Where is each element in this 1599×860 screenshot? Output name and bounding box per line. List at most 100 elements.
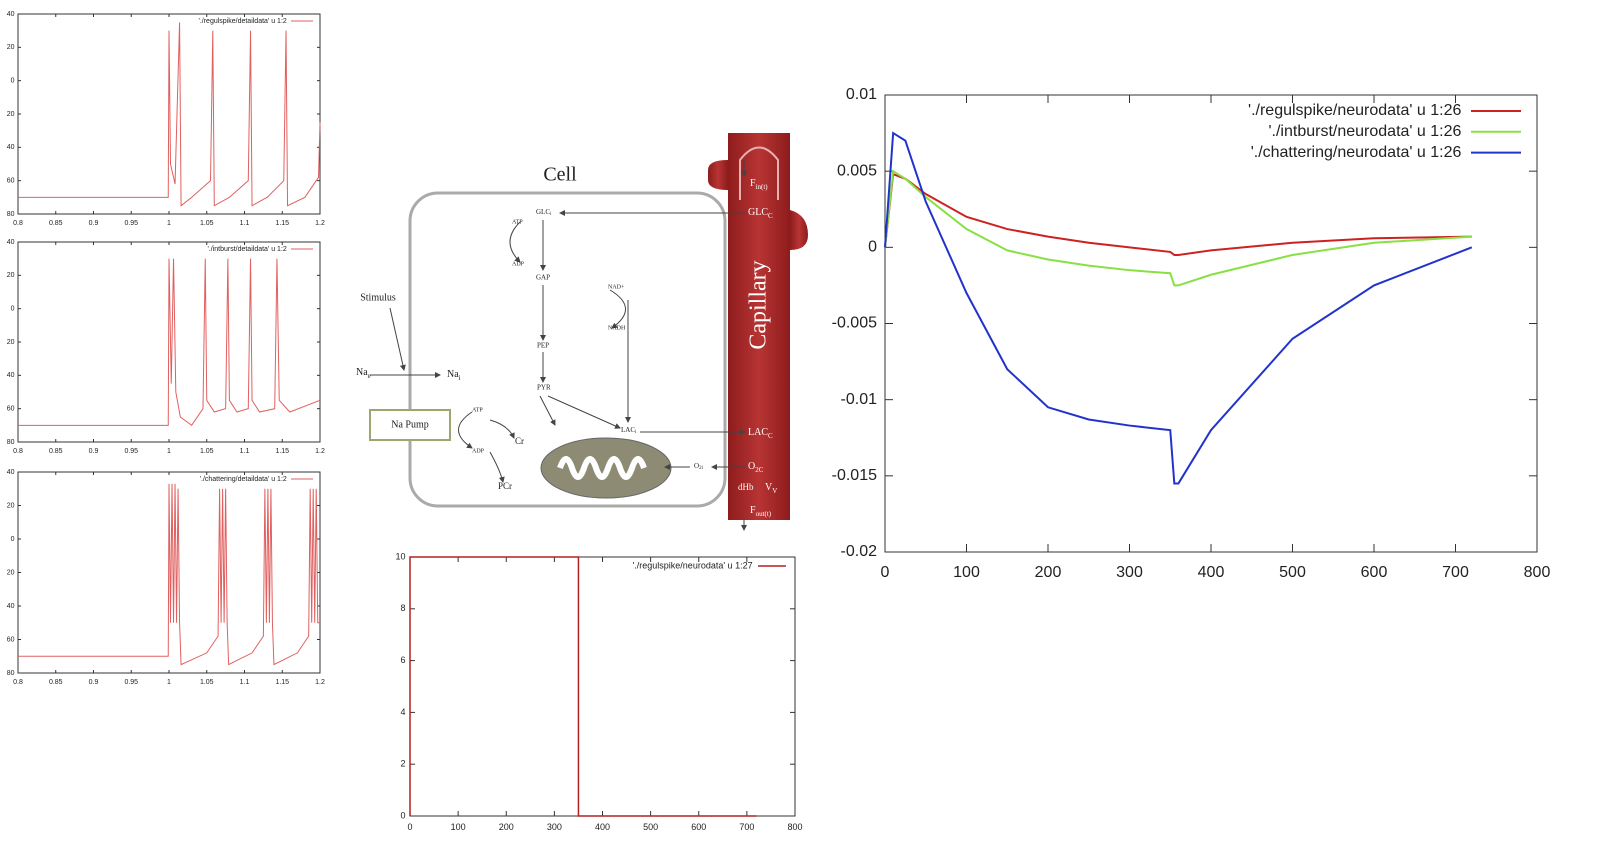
y-tick-label: 0: [11, 536, 15, 543]
capillary-label: Capillary: [746, 260, 772, 349]
diagram-label: LACC: [748, 427, 773, 439]
y-tick-label: -0.02: [841, 543, 878, 560]
y-tick-label: 60: [7, 406, 15, 413]
y-tick-label: 60: [7, 636, 15, 643]
label-sub: 2C: [755, 466, 764, 474]
y-tick-label: 8: [400, 603, 405, 613]
cell-title: Cell: [543, 164, 577, 186]
diagram-label: Fin(t): [750, 178, 768, 190]
y-tick-label: 60: [7, 178, 15, 185]
y-tick-label: 80: [7, 439, 15, 446]
label-sub: e: [368, 372, 371, 380]
label-sub: in(t): [756, 183, 769, 191]
y-tick-label: 0: [11, 306, 15, 313]
y-tick-label: 40: [7, 372, 15, 379]
label-text: LAC: [621, 426, 635, 434]
diagram-label: PYR: [537, 384, 551, 392]
diagram-label: VV: [765, 482, 777, 494]
x-tick-label: 0: [407, 822, 412, 832]
na-pump-label: Na Pump: [391, 419, 429, 430]
y-tick-label: 0: [400, 810, 405, 820]
x-tick-label: 0.9: [89, 448, 99, 455]
diagram-label: GAP: [536, 274, 550, 282]
x-tick-label: 200: [1035, 564, 1062, 581]
data-line: [18, 483, 320, 666]
diagram-label: ADP: [472, 448, 485, 454]
x-tick-label: 0.85: [49, 220, 63, 227]
legend-label: './chattering/neurodata' u 1:26: [1251, 144, 1462, 161]
x-tick-label: 0: [881, 564, 890, 581]
legend-label: './regulspike/detaildata' u 1:2: [199, 18, 287, 25]
label-text: F: [750, 505, 756, 516]
label-sub: 2i: [699, 466, 704, 471]
x-tick-label: 400: [1198, 564, 1225, 581]
data-line: [884, 172, 1472, 256]
y-tick-label: 0.01: [846, 86, 877, 103]
y-tick-label: -0.005: [832, 315, 877, 332]
stimulus-label: Stimulus: [360, 292, 396, 303]
legend-label: './intburst/neurodata' u 1:26: [1268, 123, 1461, 140]
y-tick-label: 40: [7, 11, 15, 18]
label-text: V: [765, 482, 773, 493]
label-sub: C: [768, 432, 773, 440]
y-tick-label: 40: [7, 144, 15, 151]
mitochondrion-cristae: [557, 456, 647, 480]
x-tick-label: 1.05: [200, 448, 214, 455]
arrow: [547, 395, 621, 429]
diagram-label: PCr: [498, 481, 512, 491]
x-tick-label: 0.95: [124, 679, 138, 686]
diagram-label: ADP: [512, 261, 525, 267]
x-tick-label: 0.9: [89, 679, 99, 686]
x-tick-label: 0.85: [49, 679, 63, 686]
diagram-label: O2C: [748, 461, 764, 473]
diagram-label: Nae: [356, 367, 371, 379]
x-tick-label: 800: [1524, 564, 1551, 581]
capillary-highlight: [739, 146, 779, 200]
x-tick-label: 1.05: [200, 220, 214, 227]
y-tick-label: 20: [7, 339, 15, 346]
y-tick-label: 20: [7, 272, 15, 279]
x-tick-label: 1: [167, 448, 171, 455]
diagram-label: Fout(t): [750, 505, 772, 517]
diagram-label: GLCC: [748, 207, 773, 219]
x-tick-label: 1.05: [200, 679, 214, 686]
diagram-label: dHb: [738, 482, 754, 492]
diagram-label: NAD+: [608, 284, 625, 290]
y-tick-label: 0: [11, 78, 15, 85]
arrow: [389, 307, 406, 371]
y-tick-label: 0: [868, 239, 877, 256]
arrow: [489, 451, 505, 483]
x-tick-label: 0.9: [89, 220, 99, 227]
y-tick-label: 40: [7, 603, 15, 610]
capillary: [728, 133, 790, 520]
diagram-label: PEP: [537, 342, 549, 350]
capillary-branch: [708, 160, 728, 190]
capillary-branch: [790, 210, 808, 250]
diagram-label: NADH: [608, 325, 626, 331]
label-text: O: [694, 462, 699, 470]
x-tick-label: 700: [1442, 564, 1469, 581]
diagram-label: Cr: [515, 436, 524, 446]
x-tick-label: 700: [739, 822, 754, 832]
label-text: GLC: [748, 207, 768, 218]
data-line: [884, 131, 1473, 485]
x-tick-label: 0.95: [124, 448, 138, 455]
arrow: [458, 411, 473, 449]
data-line: [409, 556, 757, 817]
label-text: F: [750, 178, 756, 189]
x-tick-label: 1.2: [315, 448, 325, 455]
x-tick-label: 200: [499, 822, 514, 832]
y-tick-label: 20: [7, 44, 15, 51]
data-line: [18, 258, 321, 427]
x-tick-label: 1.15: [275, 679, 289, 686]
x-tick-label: 100: [953, 564, 980, 581]
y-tick-label: 2: [400, 759, 405, 769]
label-text: GLC: [536, 208, 550, 216]
arrow: [509, 221, 521, 263]
y-tick-label: -0.015: [832, 467, 877, 484]
x-tick-label: 1.15: [275, 220, 289, 227]
y-tick-label: 4: [400, 707, 405, 717]
data-line: [884, 169, 1472, 287]
x-tick-label: 1.1: [240, 679, 250, 686]
